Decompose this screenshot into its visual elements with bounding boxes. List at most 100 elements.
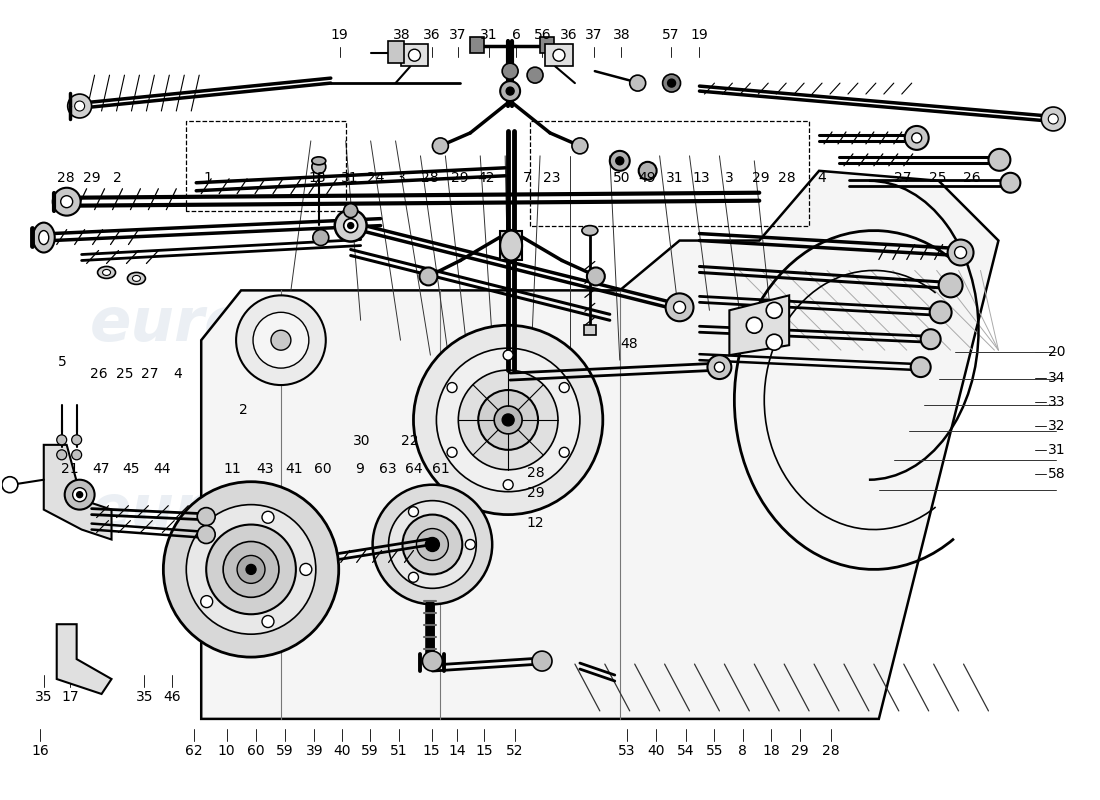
- Ellipse shape: [582, 226, 597, 235]
- Text: 28: 28: [778, 171, 795, 186]
- Circle shape: [609, 151, 629, 170]
- Circle shape: [662, 74, 681, 92]
- Polygon shape: [57, 624, 111, 694]
- Circle shape: [77, 492, 82, 498]
- Text: 19: 19: [690, 28, 708, 42]
- Circle shape: [300, 563, 311, 575]
- Circle shape: [921, 330, 940, 349]
- Circle shape: [673, 302, 685, 314]
- Text: 2: 2: [112, 171, 121, 186]
- Text: 25: 25: [116, 366, 133, 381]
- Circle shape: [668, 79, 675, 87]
- Circle shape: [57, 450, 67, 460]
- Circle shape: [465, 539, 475, 550]
- Ellipse shape: [39, 230, 48, 245]
- Text: 14: 14: [448, 744, 465, 758]
- Text: 22: 22: [400, 434, 418, 449]
- Text: 29: 29: [527, 486, 544, 500]
- Bar: [544, 44, 573, 66]
- Circle shape: [57, 435, 67, 445]
- Text: 8: 8: [738, 744, 747, 758]
- Circle shape: [238, 555, 265, 583]
- Text: 7: 7: [522, 171, 531, 186]
- Ellipse shape: [311, 157, 326, 165]
- Text: 21: 21: [62, 462, 79, 476]
- Text: 26: 26: [89, 366, 107, 381]
- Text: 17: 17: [62, 690, 79, 703]
- Polygon shape: [201, 170, 999, 719]
- Text: 31: 31: [667, 171, 684, 186]
- Text: 40: 40: [333, 744, 351, 758]
- Circle shape: [163, 482, 339, 657]
- Text: 4: 4: [173, 366, 182, 381]
- Text: 60: 60: [315, 462, 332, 476]
- Circle shape: [312, 230, 329, 246]
- Circle shape: [912, 133, 922, 143]
- Circle shape: [559, 447, 569, 458]
- Circle shape: [503, 480, 513, 490]
- Ellipse shape: [128, 273, 145, 285]
- Circle shape: [2, 477, 18, 493]
- Bar: [500, 230, 522, 261]
- Circle shape: [478, 390, 538, 450]
- Ellipse shape: [33, 222, 55, 253]
- Circle shape: [253, 312, 309, 368]
- Text: 24: 24: [367, 171, 385, 186]
- Text: 29: 29: [751, 171, 769, 186]
- Circle shape: [68, 94, 91, 118]
- Text: 42: 42: [477, 171, 495, 186]
- Circle shape: [197, 526, 216, 543]
- Text: eurospares: eurospares: [89, 294, 476, 354]
- Text: 5: 5: [58, 354, 67, 369]
- Text: 18: 18: [762, 744, 780, 758]
- Circle shape: [223, 542, 279, 598]
- Circle shape: [200, 531, 212, 543]
- Circle shape: [73, 488, 87, 502]
- Text: 64: 64: [405, 462, 422, 476]
- Ellipse shape: [98, 266, 116, 278]
- Text: 55: 55: [706, 744, 723, 758]
- Text: 19: 19: [331, 28, 349, 42]
- Text: 15: 15: [475, 744, 493, 758]
- Circle shape: [911, 357, 931, 377]
- Text: 31: 31: [480, 28, 497, 42]
- Bar: [584, 326, 596, 335]
- Text: 28: 28: [527, 466, 544, 480]
- Circle shape: [989, 149, 1011, 170]
- Circle shape: [905, 126, 928, 150]
- Bar: [387, 42, 404, 63]
- Text: 38: 38: [613, 28, 630, 42]
- Text: 15: 15: [422, 744, 440, 758]
- Text: 53: 53: [618, 744, 636, 758]
- Text: eurospares: eurospares: [89, 482, 476, 541]
- Circle shape: [1042, 107, 1065, 131]
- Ellipse shape: [500, 230, 522, 261]
- Text: eurospares: eurospares: [495, 482, 882, 541]
- Circle shape: [707, 355, 732, 379]
- Circle shape: [527, 67, 543, 83]
- Text: 29: 29: [791, 744, 808, 758]
- Text: 35: 35: [35, 690, 53, 703]
- Circle shape: [666, 294, 693, 322]
- Circle shape: [60, 196, 73, 208]
- Text: 25: 25: [930, 171, 947, 186]
- Circle shape: [343, 218, 358, 233]
- Text: 56: 56: [534, 28, 551, 42]
- Circle shape: [200, 596, 212, 608]
- Text: 31: 31: [341, 171, 359, 186]
- Circle shape: [373, 485, 492, 604]
- Circle shape: [559, 382, 569, 393]
- Text: 33: 33: [1047, 394, 1065, 409]
- Text: 1: 1: [204, 171, 212, 186]
- Text: eurospares: eurospares: [495, 294, 882, 354]
- Ellipse shape: [102, 270, 110, 275]
- Text: 32: 32: [1047, 418, 1065, 433]
- Text: 39: 39: [306, 744, 323, 758]
- Text: 31: 31: [1047, 443, 1065, 458]
- Circle shape: [938, 274, 962, 298]
- Text: 40: 40: [648, 744, 666, 758]
- Text: 16: 16: [32, 744, 50, 758]
- Text: 60: 60: [248, 744, 265, 758]
- Circle shape: [75, 101, 85, 111]
- Circle shape: [503, 350, 513, 360]
